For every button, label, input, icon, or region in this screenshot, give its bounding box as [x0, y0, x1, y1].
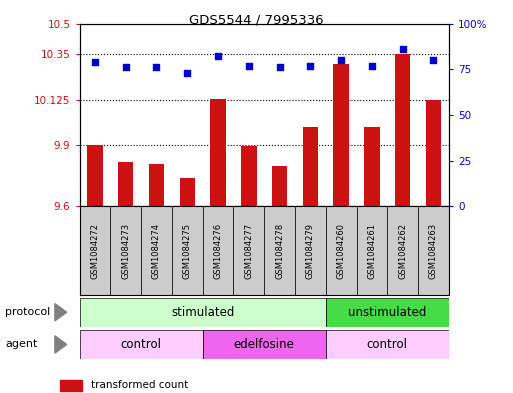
Text: GSM1084260: GSM1084260: [337, 222, 346, 279]
Text: GSM1084276: GSM1084276: [213, 222, 223, 279]
Point: [275, 64, 284, 71]
Point: [122, 64, 130, 71]
Point: [306, 62, 314, 69]
Bar: [80, 298, 326, 327]
Bar: [210, 99, 226, 206]
Text: transformed count: transformed count: [90, 380, 188, 390]
Point: [214, 53, 222, 60]
Bar: [418, 206, 449, 295]
Bar: [141, 206, 172, 295]
Text: GSM1084262: GSM1084262: [398, 222, 407, 279]
Text: GSM1084272: GSM1084272: [90, 222, 100, 279]
Text: unstimulated: unstimulated: [348, 306, 426, 319]
Point: [183, 70, 191, 76]
Bar: [395, 54, 410, 206]
Text: GSM1084275: GSM1084275: [183, 222, 192, 279]
Bar: [326, 330, 449, 359]
Bar: [80, 330, 203, 359]
Bar: [87, 145, 103, 206]
Text: control: control: [367, 338, 408, 351]
Bar: [333, 64, 349, 206]
Text: agent: agent: [5, 340, 37, 349]
Text: GSM1084279: GSM1084279: [306, 222, 315, 279]
Bar: [203, 206, 233, 295]
Bar: [357, 206, 387, 295]
Text: control: control: [121, 338, 162, 351]
Bar: [110, 206, 141, 295]
Bar: [233, 206, 264, 295]
Bar: [149, 164, 164, 206]
Point: [399, 46, 407, 52]
Text: GSM1084273: GSM1084273: [121, 222, 130, 279]
Bar: [60, 380, 82, 391]
Bar: [180, 178, 195, 206]
Point: [152, 64, 161, 71]
Text: GSM1084274: GSM1084274: [152, 222, 161, 279]
Bar: [118, 162, 133, 206]
Bar: [295, 206, 326, 295]
Bar: [264, 206, 295, 295]
Bar: [426, 100, 441, 206]
Text: stimulated: stimulated: [171, 306, 234, 319]
Bar: [303, 127, 318, 206]
Bar: [203, 330, 326, 359]
Point: [91, 59, 99, 65]
Bar: [326, 206, 357, 295]
Text: GSM1084261: GSM1084261: [367, 222, 377, 279]
Bar: [364, 127, 380, 206]
Bar: [172, 206, 203, 295]
Point: [337, 57, 345, 63]
Text: protocol: protocol: [5, 307, 50, 317]
Text: GSM1084277: GSM1084277: [244, 222, 253, 279]
Bar: [241, 147, 256, 206]
Bar: [272, 166, 287, 206]
Bar: [387, 206, 418, 295]
Bar: [80, 206, 110, 295]
Text: GDS5544 / 7995336: GDS5544 / 7995336: [189, 14, 324, 27]
Point: [429, 57, 438, 63]
Text: edelfosine: edelfosine: [234, 338, 294, 351]
Point: [368, 62, 376, 69]
Point: [245, 62, 253, 69]
Text: GSM1084278: GSM1084278: [275, 222, 284, 279]
Text: GSM1084263: GSM1084263: [429, 222, 438, 279]
Bar: [326, 298, 449, 327]
